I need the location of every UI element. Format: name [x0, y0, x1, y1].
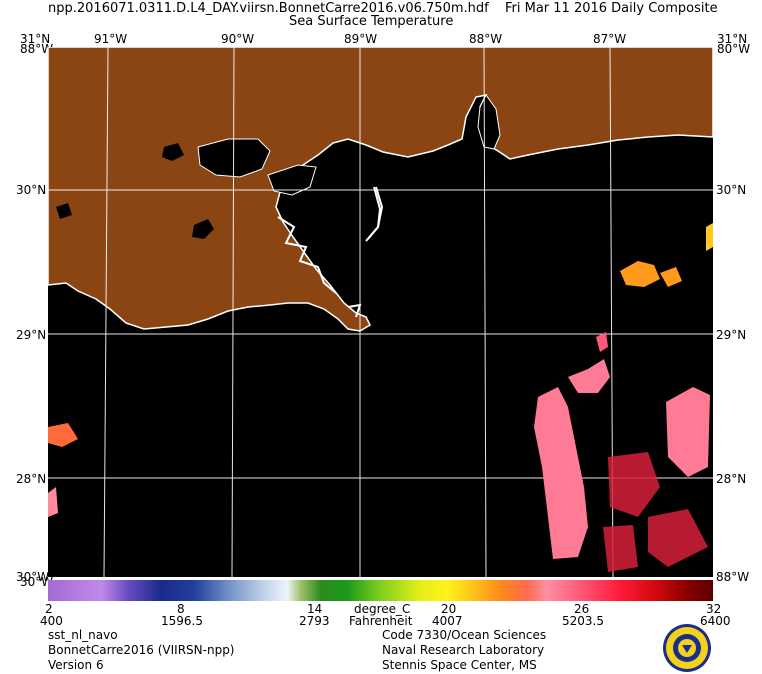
composite-date: Fri Mar 11 2016 Daily Composite [505, 1, 718, 16]
lat-label-29n-left: 29°N [16, 328, 47, 342]
lon-label-88w: 88°W [469, 32, 503, 46]
celsius-tick-20: 20 [441, 602, 457, 616]
counts-tick-2793: 2793 [299, 614, 330, 628]
celsius-unit: degree_C [354, 602, 411, 616]
lon-label-91w: 91°W [94, 32, 128, 46]
inland-lake-west [192, 219, 214, 239]
sst-red-speckles [603, 452, 708, 572]
lon-label-90w: 90°W [221, 32, 255, 46]
counts-tick-4007: 4007 [432, 614, 463, 628]
sst-colorbar [48, 580, 713, 601]
sst-pink-patches [534, 332, 710, 559]
footer-lab: Naval Research Laboratory [382, 643, 545, 657]
lake-borgne [267, 164, 317, 196]
corner-top-right-lat: 31°N [717, 32, 748, 46]
nrl-seal-logo [663, 624, 711, 672]
celsius-tick-26: 26 [574, 602, 590, 616]
chandeleur-islands [365, 186, 382, 242]
corner-top-left-lon: 88°W [20, 42, 54, 56]
lat-label-30n-left: 30°N [16, 183, 47, 197]
inland-lake-2 [56, 203, 72, 219]
product-title: Sea Surface Temperature [289, 14, 454, 29]
corner-bottom-left: 30°W [16, 570, 50, 584]
fahrenheit-unit: Fahrenheit [349, 614, 413, 628]
counts-tick-5203: 5203.5 [562, 614, 604, 628]
sst-map [48, 47, 713, 577]
celsius-tick-8: 8 [177, 602, 185, 616]
celsius-tick-2: 2 [45, 602, 53, 616]
footer-region: BonnetCarre2016 (VIIRSN-npp) [48, 643, 235, 657]
lat-label-29n-right: 29°N [716, 328, 747, 342]
footer-code: Code 7330/Ocean Sciences [382, 628, 547, 642]
land-mass [48, 47, 713, 332]
sst-orange-patches [48, 223, 713, 517]
corner-bottom-right: 88°W [716, 570, 750, 584]
bottom-lat-label-left: 30°W [20, 575, 54, 589]
corner-top-left-lat: 31°N [20, 32, 51, 46]
footer-version: Version 6 [48, 658, 104, 672]
counts-tick-400: 400 [40, 614, 63, 628]
lat-label-30n-right: 30°N [716, 183, 747, 197]
lake-maurepas [162, 143, 184, 161]
mobile-bay [477, 94, 501, 150]
footer-product-code: sst_nl_navo [48, 628, 118, 642]
counts-tick-1596: 1596.5 [161, 614, 203, 628]
celsius-tick-14: 14 [307, 602, 323, 616]
lon-label-89w: 89°W [344, 32, 378, 46]
file-name: npp.2016071.0311.D.L4_DAY.viirsn.BonnetC… [48, 1, 489, 16]
sst-map-canvas [48, 47, 713, 577]
footer-location: Stennis Space Center, MS [382, 658, 537, 672]
lat-label-28n-right: 28°N [716, 472, 747, 486]
lon-label-87w: 87°W [593, 32, 627, 46]
corner-top-right-lon: 80°W [717, 42, 751, 56]
seal-emblem [682, 645, 692, 653]
lat-label-28n-left: 28°N [16, 472, 47, 486]
counts-tick-6400: 6400 [700, 614, 731, 628]
celsius-tick-32: 32 [706, 602, 722, 616]
